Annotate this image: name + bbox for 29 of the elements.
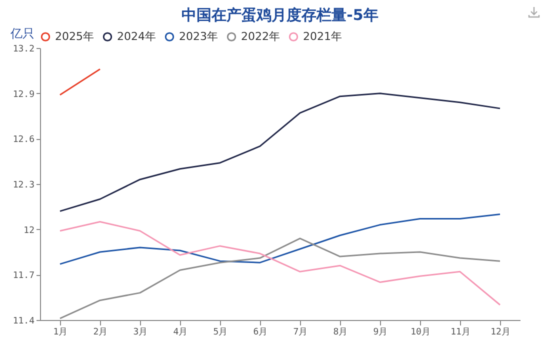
legend-label: 2021年 xyxy=(303,30,342,43)
y-tick-label: 11.4 xyxy=(12,316,34,326)
y-tick-label: 12 xyxy=(24,226,34,236)
y-axis-title: 亿只 xyxy=(10,26,34,40)
legend-label: 2023年 xyxy=(179,30,218,43)
x-tick-label: 2月 xyxy=(93,328,108,338)
x-tick-label: 9月 xyxy=(373,328,388,338)
x-tick-label: 6月 xyxy=(253,328,268,338)
line-series xyxy=(59,92,501,212)
x-tick-label: 1月 xyxy=(53,328,68,338)
line-series xyxy=(59,213,501,265)
chart-title: 中国在产蛋鸡月度存栏量-5年 xyxy=(182,6,378,24)
x-tick-label: 4月 xyxy=(173,328,188,338)
x-tick-label: 8月 xyxy=(333,328,348,338)
legend-label: 2022年 xyxy=(241,30,280,43)
y-tick-label: 12.3 xyxy=(12,180,34,190)
y-tick-label: 12.6 xyxy=(12,135,34,146)
y-tick-label: 11.7 xyxy=(12,271,34,282)
legend-label: 2025年 xyxy=(55,30,94,43)
x-tick-label: 11月 xyxy=(450,328,470,338)
legend-label: 2024年 xyxy=(117,30,156,43)
x-tick-label: 10月 xyxy=(410,328,430,338)
y-tick-label: 12.9 xyxy=(12,90,34,100)
y-tick-label: 13.2 xyxy=(12,44,34,54)
line-series xyxy=(59,221,501,306)
x-tick-label: 3月 xyxy=(133,328,148,338)
x-tick-label: 7月 xyxy=(293,328,308,338)
x-tick-label: 12月 xyxy=(490,328,510,338)
x-tick-label: 5月 xyxy=(213,328,228,338)
